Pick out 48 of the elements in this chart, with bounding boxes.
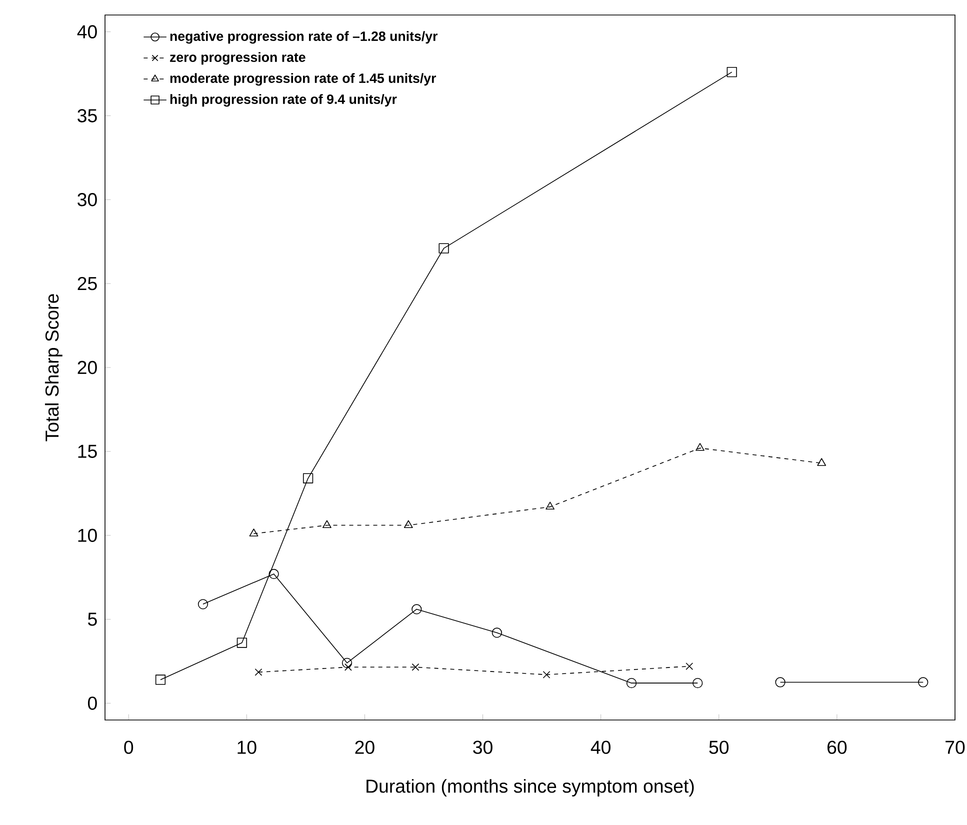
x-tick-label: 20 (355, 740, 374, 754)
point (775, 677, 786, 688)
point (817, 458, 826, 466)
legend-label: high progression rate of 9.4 units/yr (170, 94, 397, 107)
point (692, 678, 703, 688)
y-tick-label: 30 (78, 193, 97, 206)
point (492, 628, 502, 638)
point (542, 670, 550, 678)
y-tick-label: 10 (78, 528, 97, 542)
point (249, 528, 258, 536)
x-tick-label: 40 (590, 740, 610, 754)
point (268, 568, 279, 580)
point (546, 502, 555, 510)
point (155, 674, 166, 685)
y-tick-label: 20 (78, 360, 97, 374)
point (344, 663, 352, 671)
point (236, 638, 248, 648)
x-tick-label: 10 (238, 740, 256, 754)
y-tick-label: 15 (78, 444, 97, 458)
y-tick-label: 35 (78, 109, 97, 122)
x-axis-title: Duration (months since symptom onset) (366, 779, 694, 796)
x-tick-label: 60 (828, 740, 847, 754)
point (412, 663, 420, 671)
y-tick-label: 25 (78, 276, 97, 290)
point (198, 599, 208, 610)
x-tick-label: 70 (946, 740, 965, 754)
point (342, 658, 352, 668)
y-tick-label: 40 (77, 25, 97, 38)
point (686, 662, 694, 670)
point (626, 678, 637, 688)
x-tick-label: 30 (473, 740, 492, 754)
point (726, 66, 737, 78)
x-tick-label: 50 (709, 740, 729, 754)
y-axis-title: Total Sharp Score (44, 294, 62, 442)
legend-label: negative progression rate of –1.28 units/yr (170, 31, 438, 44)
point (696, 443, 704, 451)
legend-label: zero progression rate (170, 52, 306, 65)
x-tick-label: 0 (124, 740, 134, 754)
legend-label: moderate progression rate of 1.45 units/yr (170, 73, 436, 86)
point (254, 668, 262, 676)
point (918, 677, 928, 688)
point (438, 243, 449, 254)
point (302, 473, 314, 484)
point (322, 520, 332, 528)
y-tick-label: 5 (88, 612, 97, 626)
point (404, 520, 413, 528)
y-tick-label: 0 (88, 696, 97, 710)
point (412, 604, 422, 614)
